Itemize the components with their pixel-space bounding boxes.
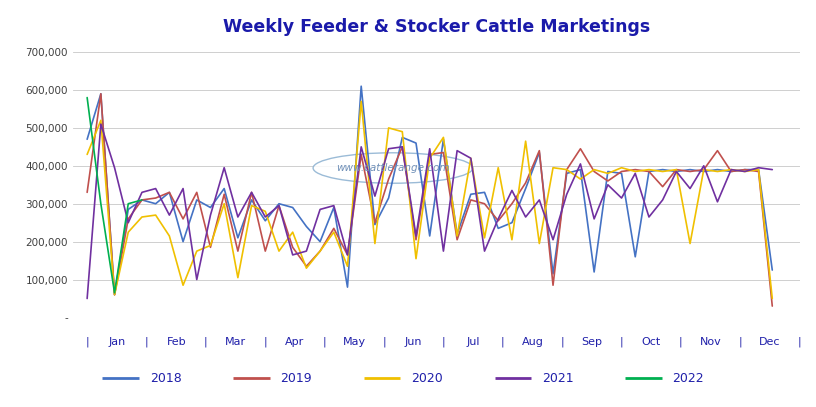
Text: |: |	[204, 337, 208, 347]
Text: 2021: 2021	[542, 372, 574, 385]
2018	[82, 137, 92, 142]
2021	[767, 167, 777, 172]
Text: Oct: Oct	[641, 337, 661, 347]
2019	[96, 91, 106, 96]
2021	[589, 217, 599, 221]
2020	[548, 165, 558, 170]
2020	[233, 275, 243, 280]
2019	[754, 169, 764, 174]
2018	[109, 292, 119, 297]
Text: www.cattlerange.com: www.cattlerange.com	[336, 163, 450, 173]
Text: Sep: Sep	[581, 337, 602, 347]
Text: Feb: Feb	[166, 337, 186, 347]
2021	[301, 249, 311, 254]
Text: Apr: Apr	[286, 337, 304, 347]
2020	[301, 266, 311, 271]
2018	[767, 268, 777, 273]
Text: May: May	[343, 337, 366, 347]
Text: |: |	[501, 337, 504, 347]
Text: 2022: 2022	[672, 372, 704, 385]
2021	[315, 207, 325, 212]
Ellipse shape	[313, 153, 472, 183]
Text: Jul: Jul	[467, 337, 480, 347]
2019	[246, 190, 256, 195]
Title: Weekly Feeder & Stocker Cattle Marketings: Weekly Feeder & Stocker Cattle Marketing…	[223, 18, 650, 36]
Text: |: |	[323, 337, 326, 347]
Text: 2019: 2019	[281, 372, 312, 385]
2021	[754, 165, 764, 170]
2020	[288, 230, 298, 234]
2022	[96, 201, 106, 206]
Text: |: |	[738, 337, 742, 347]
2019	[548, 283, 558, 288]
2019	[767, 304, 777, 309]
2020	[589, 167, 599, 172]
Text: |: |	[798, 337, 801, 347]
2021	[82, 296, 92, 301]
2020	[82, 152, 92, 157]
2019	[589, 169, 599, 174]
Text: Jan: Jan	[109, 337, 126, 347]
2021	[246, 190, 256, 195]
2018	[562, 171, 572, 176]
2020	[767, 296, 777, 301]
Text: |: |	[264, 337, 267, 347]
Text: 2018: 2018	[149, 372, 181, 385]
Text: Jun: Jun	[405, 337, 423, 347]
2021	[548, 237, 558, 242]
Line: 2019: 2019	[87, 94, 772, 306]
2022	[82, 95, 92, 100]
Text: Mar: Mar	[225, 337, 246, 347]
Line: 2018: 2018	[87, 86, 772, 295]
Text: Aug: Aug	[521, 337, 543, 347]
2020	[754, 167, 764, 172]
Text: |: |	[441, 337, 446, 347]
Text: Nov: Nov	[700, 337, 721, 347]
2018	[301, 224, 311, 229]
2018	[357, 84, 366, 89]
Text: |: |	[382, 337, 386, 347]
2019	[315, 249, 325, 254]
Line: 2020: 2020	[87, 101, 772, 298]
Text: 2020: 2020	[411, 372, 443, 385]
2018	[246, 197, 256, 202]
2021	[96, 122, 106, 127]
2018	[603, 169, 613, 174]
2018	[754, 167, 764, 172]
Line: 2021: 2021	[87, 124, 772, 298]
Text: |: |	[679, 337, 683, 347]
2022	[137, 197, 147, 202]
2019	[301, 264, 311, 269]
Text: |: |	[619, 337, 623, 347]
2022	[109, 290, 119, 295]
Text: |: |	[561, 337, 564, 347]
2022	[123, 201, 133, 206]
Text: Dec: Dec	[759, 337, 781, 347]
2020	[357, 99, 366, 104]
Text: |: |	[144, 337, 149, 347]
Text: |: |	[86, 337, 89, 347]
2019	[82, 190, 92, 195]
2018	[315, 239, 325, 244]
Line: 2022: 2022	[87, 98, 142, 293]
